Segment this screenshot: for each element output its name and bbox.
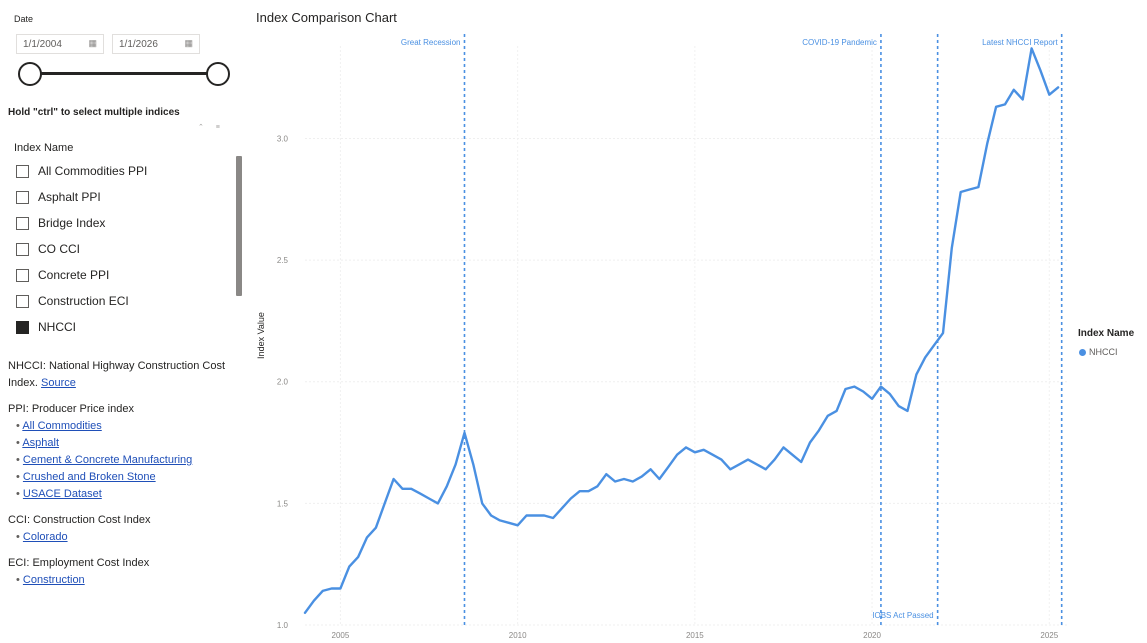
slicer-item[interactable]: All Commodities PPI <box>16 160 147 182</box>
bullet: • <box>16 574 23 586</box>
x-tick-label: 2010 <box>509 631 527 640</box>
checkbox[interactable] <box>16 190 29 204</box>
y-tick-label: 2.5 <box>277 256 289 265</box>
slicer-scrollbar[interactable] <box>236 156 242 296</box>
reference-line-label: IOBS Act Passed <box>872 611 933 620</box>
slicer-item[interactable]: NHCCI <box>16 316 76 338</box>
slicer-item[interactable]: Concrete PPI <box>16 264 109 286</box>
checkbox[interactable] <box>16 268 29 282</box>
reference-link[interactable]: All Commodities <box>22 420 102 432</box>
reference-line-label: COVID-19 Pandemic <box>802 38 877 47</box>
slicer-item-label: Bridge Index <box>38 216 106 230</box>
y-tick-label: 2.0 <box>277 378 289 387</box>
slicer-item-label: Asphalt PPI <box>38 190 101 204</box>
reference-line-label: Great Recession <box>401 38 461 47</box>
reference-link[interactable]: Cement & Concrete Manufacturing <box>22 454 193 466</box>
reference-line-label: Latest NHCCI Report <box>982 38 1058 47</box>
slicer-item[interactable]: Construction ECI <box>16 290 129 312</box>
slicer-item[interactable]: CO CCI <box>16 238 80 260</box>
index-name-header: Index Name <box>14 142 74 154</box>
reference-link[interactable]: USACE Dataset <box>22 488 102 500</box>
bullet: • <box>16 437 23 449</box>
legend-marker <box>1079 348 1086 356</box>
bullet: • <box>16 531 23 543</box>
date-range-end-handle[interactable] <box>206 62 230 86</box>
ppi-definition: PPI: Producer Price index <box>8 403 134 415</box>
date-range-start-handle[interactable] <box>18 62 42 86</box>
multi-select-hint: Hold "ctrl" to select multiple indices <box>8 107 180 118</box>
series-line-nhcci <box>303 47 1060 614</box>
slicer-item-label: All Commodities PPI <box>38 164 148 178</box>
slicer-item[interactable]: Bridge Index <box>16 212 105 234</box>
slicer-options-icon[interactable]: ⌃ ≡ <box>198 124 225 131</box>
bullet: • <box>16 420 23 432</box>
reference-link[interactable]: Colorado <box>22 531 68 543</box>
x-tick-label: 2025 <box>1040 631 1058 640</box>
checkbox[interactable] <box>16 320 29 334</box>
checkbox[interactable] <box>16 216 29 230</box>
x-tick-label: 2005 <box>332 631 350 640</box>
nhcci-source-link[interactable]: Source <box>41 377 76 389</box>
calendar-icon[interactable]: ▦ <box>184 38 193 48</box>
x-tick-label: 2020 <box>863 631 881 640</box>
calendar-icon[interactable]: ▦ <box>88 38 97 48</box>
reference-link[interactable]: Crushed and Broken Stone <box>22 471 156 483</box>
date-range-slider-track[interactable] <box>30 72 218 75</box>
cci-definition: CCI: Construction Cost Index <box>8 514 151 526</box>
x-tick-label: 2015 <box>686 631 704 640</box>
slicer-item[interactable]: Asphalt PPI <box>16 186 101 208</box>
start-date-value: 1/1/2004 <box>23 39 62 50</box>
slicer-item-label: NHCCI <box>38 320 76 334</box>
definitions-notes: NHCCI: National Highway Construction Cos… <box>8 358 248 598</box>
end-date-input[interactable]: 1/1/2026 ▦ <box>112 34 200 54</box>
checkbox[interactable] <box>16 164 29 178</box>
checkbox[interactable] <box>16 294 29 308</box>
reference-link[interactable]: Construction <box>22 574 85 586</box>
checkbox[interactable] <box>16 242 29 256</box>
bullet: • <box>16 471 23 483</box>
y-tick-label: 1.0 <box>277 621 289 630</box>
filter-panel: Date 1/1/2004 ▦ 1/1/2026 ▦ Hold "ctrl" t… <box>0 0 250 643</box>
line-chart: 1.0 1.5 2.0 2.5 3.0 2005 2010 2015 2020 2025 Index… <box>256 34 1067 640</box>
slicer-item-label: Concrete PPI <box>38 268 110 282</box>
end-date-value: 1/1/2026 <box>119 39 158 50</box>
start-date-input[interactable]: 1/1/2004 ▦ <box>16 34 104 54</box>
y-tick-label: 1.5 <box>277 499 289 508</box>
slicer-item-label: Construction ECI <box>38 294 129 308</box>
eci-definition: ECI: Employment Cost Index <box>8 557 150 569</box>
y-tick-label: 3.0 <box>277 134 289 143</box>
legend-title: Index Name <box>1078 328 1135 339</box>
bullet: • <box>16 454 23 466</box>
nhcci-definition: NHCCI: National Highway Construction Cos… <box>8 360 226 389</box>
legend-label: NHCCI <box>1089 347 1118 357</box>
chart-title: Index Comparison Chart <box>256 10 397 25</box>
bullet: • <box>16 488 23 500</box>
date-label: Date <box>14 14 34 24</box>
slicer-item-label: CO CCI <box>38 242 80 256</box>
reference-link[interactable]: Asphalt <box>22 437 60 449</box>
y-axis-label: Index Value <box>256 312 266 359</box>
legend-item-nhcci[interactable]: NHCCI <box>1079 347 1118 357</box>
